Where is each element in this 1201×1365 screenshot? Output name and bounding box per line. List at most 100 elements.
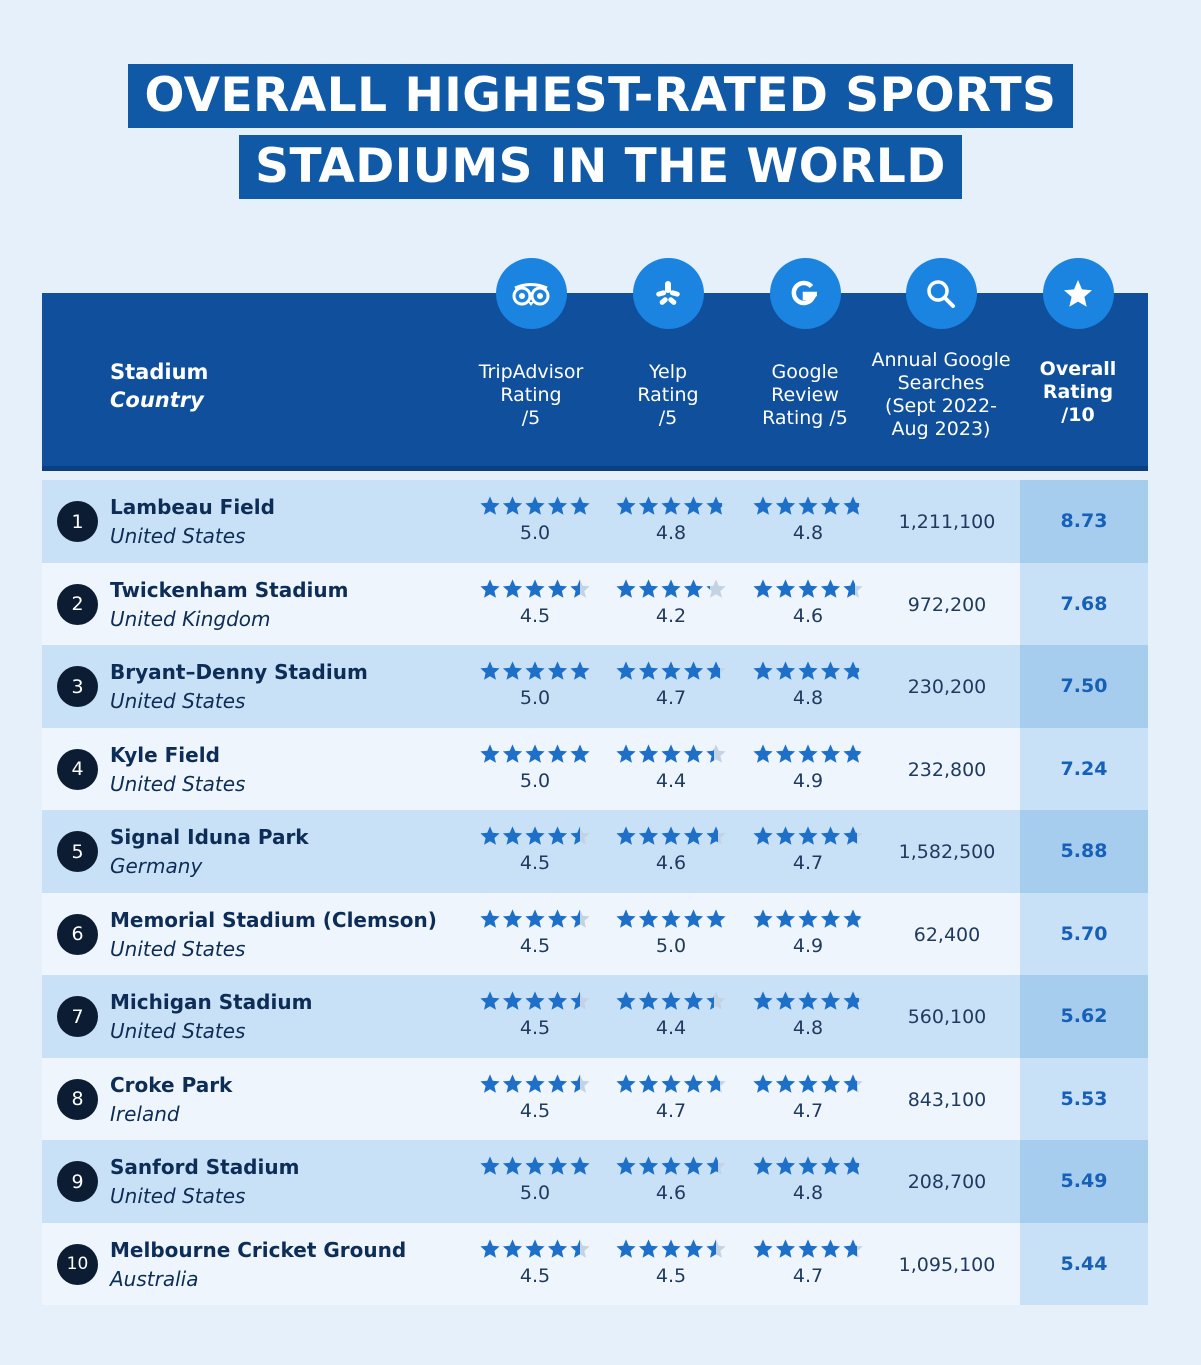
google-rating-cell: 4.9 bbox=[748, 908, 868, 957]
stadium-name: Kyle Field bbox=[110, 742, 220, 767]
star-icon bbox=[638, 826, 659, 845]
star-icon bbox=[843, 908, 863, 928]
google-rating-cell: 4.8 bbox=[748, 990, 868, 1039]
star-icon bbox=[525, 1073, 545, 1093]
star-icon bbox=[570, 1238, 590, 1258]
yelp-rating-value: 4.6 bbox=[655, 1182, 687, 1204]
star-icon bbox=[775, 991, 796, 1010]
search-icon bbox=[905, 258, 977, 329]
star-icon bbox=[1042, 258, 1114, 329]
google-rating-cell: 4.6 bbox=[748, 578, 868, 627]
table-row: 8 Croke Park Ireland 4.5 4.7 4.7 843,100 5.53 bbox=[42, 1057, 1148, 1140]
google-stars bbox=[753, 908, 863, 928]
tripadvisor-stars bbox=[480, 1156, 590, 1175]
overall-rating-value: 7.50 bbox=[1020, 645, 1148, 728]
star-icon bbox=[638, 908, 659, 928]
star-icon bbox=[480, 661, 500, 680]
annual-searches-value: 62,400 bbox=[913, 923, 981, 946]
star-icon bbox=[706, 908, 726, 928]
star-icon bbox=[480, 578, 500, 598]
tripadvisor-rating-cell: 5.0 bbox=[475, 1155, 595, 1204]
google-rating-value: 4.7 bbox=[792, 1264, 824, 1287]
rank-badge: 7 bbox=[57, 996, 98, 1037]
google-rating-value: 4.7 bbox=[792, 1099, 824, 1122]
star-icon bbox=[820, 1156, 841, 1175]
tripadvisor-stars bbox=[480, 661, 590, 680]
yelp-header-line-3: /5 bbox=[658, 407, 678, 429]
google-header-line-2: Review bbox=[771, 384, 839, 406]
google-rating-cell: 4.7 bbox=[748, 1073, 868, 1122]
star-icon bbox=[820, 1073, 841, 1093]
country-header-label: Country bbox=[110, 388, 204, 412]
table-row: 1 Lambeau Field United States 5.0 4.8 4.8 1,21… bbox=[42, 480, 1148, 563]
star-icon bbox=[843, 991, 863, 1010]
yelp-burst-icon bbox=[632, 258, 704, 329]
star-icon bbox=[616, 661, 636, 680]
overall-rating-value: 7.68 bbox=[1020, 562, 1148, 645]
google-g-icon bbox=[769, 258, 841, 329]
google-stars bbox=[753, 578, 863, 598]
google-stars bbox=[753, 743, 863, 763]
rank-badge: 1 bbox=[57, 501, 98, 542]
star-icon bbox=[502, 826, 523, 845]
header-divider bbox=[42, 466, 1148, 471]
star-icon bbox=[661, 578, 681, 598]
yelp-rating-cell: 4.7 bbox=[611, 1073, 731, 1122]
google-rating-cell: 4.8 bbox=[748, 1155, 868, 1204]
star-icon bbox=[547, 1073, 568, 1093]
stadium-name: Michigan Stadium bbox=[110, 990, 313, 1014]
overall-rating-value: 5.44 bbox=[1020, 1222, 1148, 1305]
yelp-rating-value: 5.0 bbox=[655, 934, 687, 957]
star-icon bbox=[502, 743, 523, 763]
star-icon bbox=[706, 1156, 726, 1175]
tripadvisor-rating-value: 5.0 bbox=[519, 769, 551, 792]
star-icon bbox=[683, 496, 704, 515]
star-icon bbox=[480, 743, 500, 763]
stadium-country: United States bbox=[110, 524, 246, 548]
star-icon bbox=[661, 743, 681, 763]
rank-badge: 8 bbox=[57, 1078, 98, 1120]
star-icon bbox=[616, 991, 636, 1010]
yelp-header-line-2: Rating bbox=[637, 384, 699, 406]
tripadvisor-rating-value: 4.5 bbox=[519, 1264, 551, 1287]
tripadvisor-owl-icon bbox=[495, 258, 567, 329]
star-icon bbox=[683, 743, 704, 763]
star-icon bbox=[525, 908, 545, 928]
annual-searches-value: 843,100 bbox=[907, 1088, 987, 1111]
stadium-country: United States bbox=[110, 1184, 246, 1208]
star-icon bbox=[638, 661, 659, 680]
star-icon bbox=[547, 743, 568, 763]
star-icon bbox=[753, 496, 773, 515]
star-icon bbox=[683, 1073, 704, 1093]
star-icon bbox=[661, 1238, 681, 1258]
tripadvisor-header-line-2: Rating bbox=[500, 384, 562, 406]
stadium-country: Australia bbox=[110, 1266, 199, 1291]
overall-rating-value: 5.88 bbox=[1020, 810, 1148, 893]
google-stars bbox=[753, 1073, 863, 1093]
star-icon bbox=[798, 1238, 818, 1258]
star-icon bbox=[638, 743, 659, 763]
yelp-stars bbox=[616, 496, 726, 515]
star-icon bbox=[616, 1073, 636, 1093]
star-icon bbox=[706, 1073, 726, 1093]
yelp-column-header: Yelp Rating /5 bbox=[607, 258, 729, 471]
tripadvisor-rating-value: 4.5 bbox=[519, 934, 551, 957]
tripadvisor-stars bbox=[480, 496, 590, 515]
searches-header-line-2: Searches bbox=[897, 372, 985, 394]
yelp-rating-value: 4.4 bbox=[655, 1017, 687, 1039]
google-stars bbox=[753, 661, 863, 680]
star-icon bbox=[706, 1238, 726, 1258]
star-icon bbox=[661, 908, 681, 928]
star-icon bbox=[683, 908, 704, 928]
tripadvisor-rating-cell: 4.5 bbox=[475, 908, 595, 957]
star-icon bbox=[798, 826, 818, 845]
overall-rating-value: 5.49 bbox=[1020, 1140, 1148, 1223]
star-icon bbox=[683, 578, 704, 598]
star-icon bbox=[616, 826, 636, 845]
yelp-stars bbox=[616, 826, 726, 845]
star-icon bbox=[525, 1156, 545, 1175]
google-rating-cell: 4.7 bbox=[748, 825, 868, 874]
annual-searches-value: 1,211,100 bbox=[898, 511, 996, 533]
star-icon bbox=[753, 661, 773, 680]
stadium-country: Germany bbox=[110, 854, 203, 878]
